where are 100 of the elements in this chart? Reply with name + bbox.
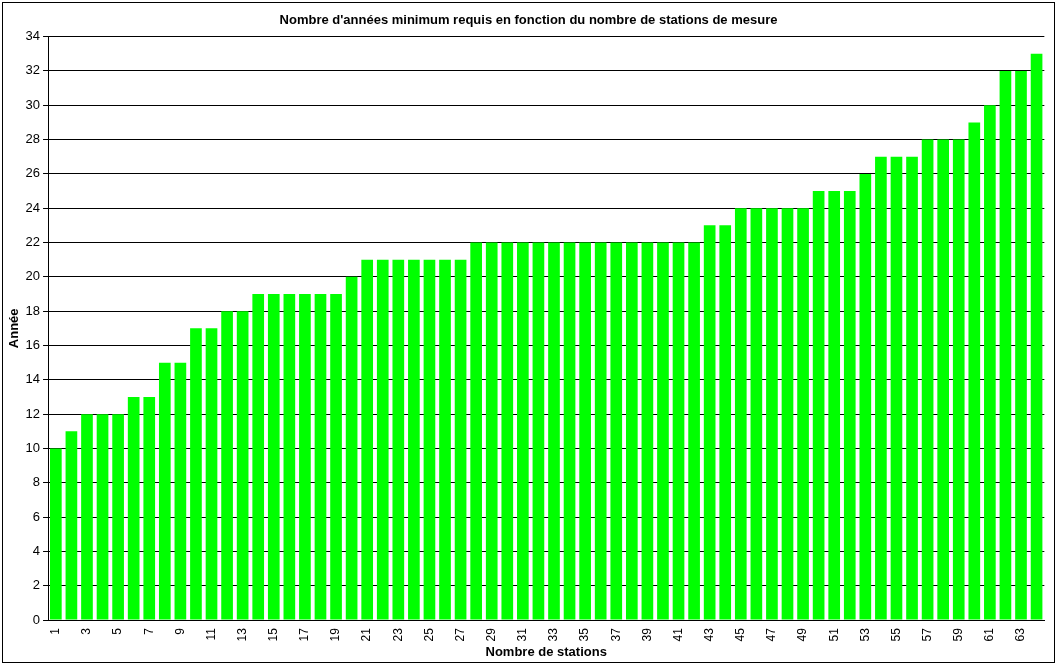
bar bbox=[127, 396, 140, 620]
x-tick-label: 35 bbox=[577, 627, 592, 642]
bar bbox=[812, 191, 825, 620]
y-tick-label: 34 bbox=[25, 28, 41, 44]
y-tick-label: 10 bbox=[25, 440, 41, 456]
bar bbox=[734, 208, 747, 620]
x-axis-title: Nombre de stations bbox=[485, 643, 607, 659]
y-tick-label: 22 bbox=[25, 234, 41, 250]
bar bbox=[392, 259, 405, 620]
x-tick-label: 19 bbox=[328, 627, 343, 642]
y-tick-label: 16 bbox=[25, 337, 41, 353]
bar bbox=[875, 156, 887, 620]
bar bbox=[594, 242, 607, 620]
bar bbox=[579, 242, 591, 620]
bar bbox=[81, 414, 93, 620]
bar bbox=[267, 294, 280, 620]
y-tick-label: 8 bbox=[32, 474, 41, 490]
bar bbox=[314, 294, 327, 620]
y-tick-label: 32 bbox=[25, 62, 41, 78]
y-tick-label: 20 bbox=[25, 268, 41, 284]
bar bbox=[937, 139, 949, 620]
bar bbox=[625, 242, 638, 620]
x-tick-label: 63 bbox=[1013, 627, 1028, 642]
bar bbox=[843, 191, 856, 620]
x-tick-label: 1 bbox=[48, 627, 63, 635]
y-axis-title: Année bbox=[6, 308, 22, 349]
bar bbox=[283, 294, 296, 620]
x-tick-label: 39 bbox=[639, 627, 654, 642]
x-tick-label: 45 bbox=[733, 627, 748, 642]
bar bbox=[423, 259, 436, 620]
bar bbox=[408, 259, 420, 620]
x-tick-label: 27 bbox=[452, 627, 467, 642]
bar bbox=[781, 208, 794, 620]
x-tick-label: 37 bbox=[608, 627, 623, 642]
bar bbox=[890, 156, 903, 620]
bar bbox=[703, 225, 716, 620]
x-tick-label: 29 bbox=[484, 627, 499, 642]
x-tick-label: 13 bbox=[234, 627, 249, 642]
x-tick-label: 31 bbox=[515, 627, 530, 642]
bar bbox=[657, 242, 669, 620]
bar bbox=[221, 311, 233, 620]
x-tick-label: 17 bbox=[297, 627, 312, 642]
bar bbox=[1015, 70, 1027, 620]
y-tick-label: 12 bbox=[25, 405, 41, 421]
y-tick-label: 0 bbox=[32, 611, 41, 627]
x-tick-label: 59 bbox=[951, 627, 966, 642]
x-tick-label: 57 bbox=[919, 627, 934, 642]
bar bbox=[330, 294, 342, 620]
bar bbox=[361, 259, 374, 620]
bar bbox=[439, 259, 451, 620]
bar bbox=[96, 414, 109, 620]
bar bbox=[688, 242, 700, 620]
bar bbox=[797, 208, 809, 620]
bar bbox=[174, 362, 187, 620]
x-tick-label: 9 bbox=[172, 627, 187, 635]
x-tick-label: 7 bbox=[141, 627, 156, 635]
x-tick-label: 11 bbox=[203, 627, 218, 641]
x-tick-label: 43 bbox=[701, 627, 716, 642]
bar bbox=[952, 139, 965, 620]
y-tick-label: 30 bbox=[25, 96, 41, 112]
y-tick-label: 24 bbox=[25, 199, 41, 215]
x-tick-label: 51 bbox=[826, 627, 841, 642]
y-tick-label: 6 bbox=[32, 508, 41, 524]
bar bbox=[112, 414, 124, 620]
bar bbox=[205, 328, 218, 620]
bar bbox=[859, 173, 872, 620]
bar bbox=[299, 294, 311, 620]
x-tick-label: 15 bbox=[266, 627, 281, 642]
bar bbox=[1030, 53, 1043, 620]
x-tick-label: 23 bbox=[390, 627, 405, 642]
y-tick-label: 4 bbox=[32, 542, 41, 558]
bar bbox=[828, 191, 841, 620]
bar bbox=[236, 311, 249, 620]
bar bbox=[50, 448, 62, 620]
bar bbox=[517, 242, 529, 620]
x-tick-label: 55 bbox=[888, 627, 903, 642]
x-tick-label: 21 bbox=[359, 627, 374, 642]
bar bbox=[610, 242, 623, 620]
bar bbox=[190, 328, 202, 620]
bar bbox=[345, 276, 358, 620]
bar bbox=[65, 431, 78, 620]
bar bbox=[501, 242, 514, 620]
bar bbox=[999, 70, 1012, 620]
x-tick-label: 33 bbox=[546, 627, 561, 642]
bar bbox=[532, 242, 545, 620]
bar bbox=[719, 225, 732, 620]
y-tick-label: 18 bbox=[25, 302, 41, 318]
y-tick-label: 26 bbox=[25, 165, 41, 181]
x-tick-label: 53 bbox=[857, 627, 872, 642]
bar bbox=[906, 156, 918, 620]
bar bbox=[641, 242, 654, 620]
bar bbox=[921, 139, 934, 620]
bar bbox=[143, 396, 156, 620]
x-tick-label: 41 bbox=[670, 627, 685, 642]
bar bbox=[158, 362, 171, 620]
bar bbox=[252, 294, 265, 620]
y-tick-label: 14 bbox=[25, 371, 41, 387]
y-tick-label: 2 bbox=[32, 577, 41, 593]
bar bbox=[548, 242, 560, 620]
x-tick-label: 49 bbox=[795, 627, 810, 642]
